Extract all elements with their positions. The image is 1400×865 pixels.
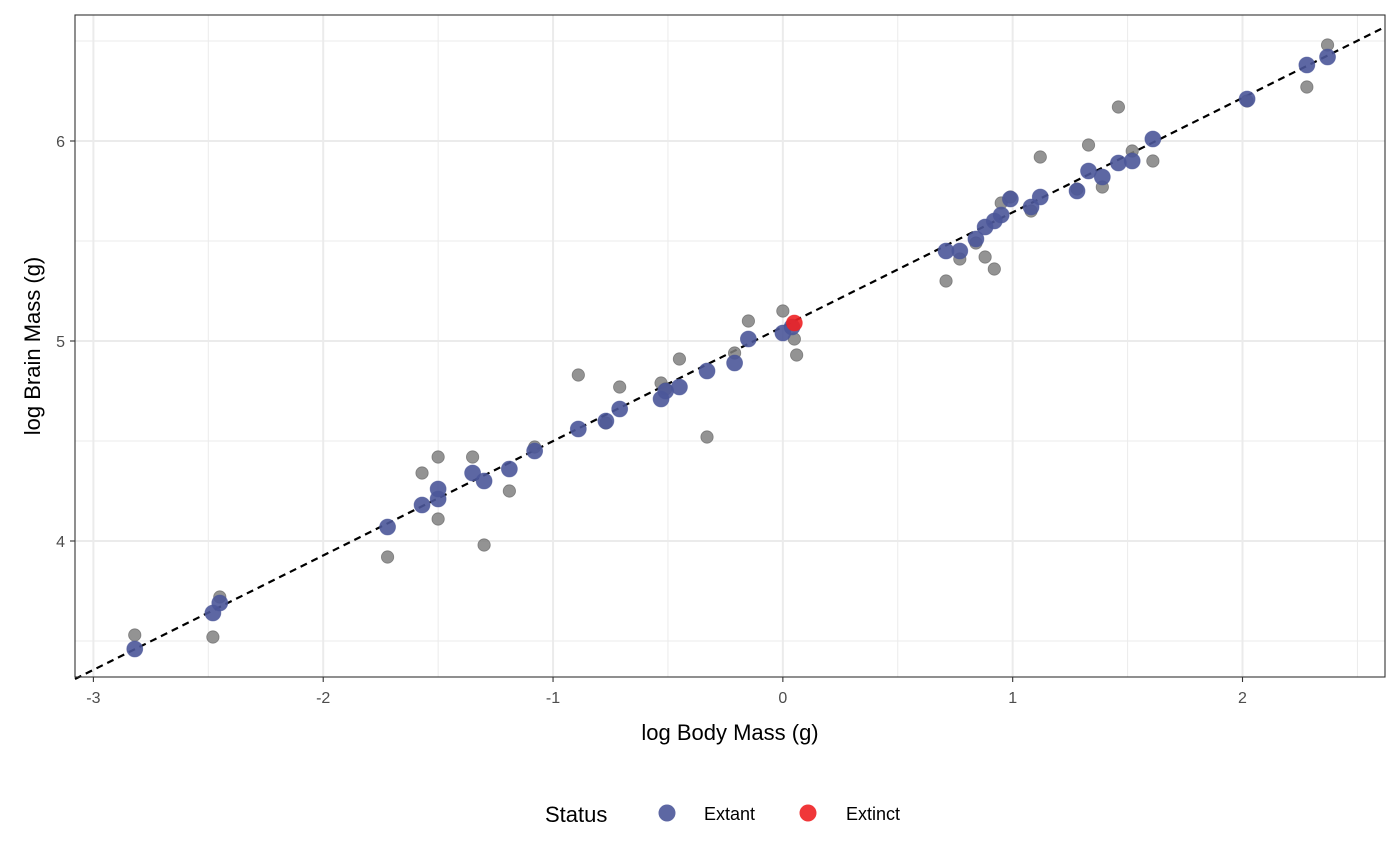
- extant-point: [1001, 190, 1019, 208]
- x-tick-label: 2: [1238, 690, 1247, 707]
- y-tick-label: 4: [56, 534, 65, 551]
- observed-point: [415, 466, 429, 480]
- points-group: [126, 38, 1336, 658]
- observed-point: [1146, 154, 1160, 168]
- extant-point: [126, 640, 144, 658]
- extant-point: [500, 460, 518, 478]
- legend-key-extant: [658, 804, 676, 822]
- observed-point: [1111, 100, 1126, 114]
- observed-point: [128, 628, 142, 642]
- extant-point: [967, 230, 985, 248]
- extant-point: [597, 412, 615, 430]
- observed-point: [206, 630, 220, 644]
- extant-point: [739, 330, 757, 348]
- observed-point: [672, 352, 687, 366]
- extant-point: [611, 400, 629, 418]
- extant-point: [1031, 188, 1049, 206]
- legend-label-extinct: Extinct: [846, 804, 900, 824]
- extinct-point: [785, 314, 803, 332]
- observed-point: [741, 314, 755, 328]
- observed-point: [477, 538, 491, 552]
- observed-point: [1081, 138, 1096, 152]
- observed-point: [790, 348, 804, 362]
- observed-point: [776, 304, 790, 318]
- extant-point: [1093, 168, 1111, 186]
- observed-point: [1033, 150, 1047, 164]
- extant-point: [211, 594, 229, 612]
- panel-border: [74, 14, 1386, 678]
- gridlines: [75, 15, 1385, 677]
- y-tick-label: 6: [56, 134, 65, 151]
- extant-point: [569, 420, 587, 438]
- observed-point: [987, 262, 1001, 276]
- x-tick-label: -3: [86, 690, 100, 707]
- x-tick-label: -1: [546, 690, 560, 707]
- extant-point: [1110, 154, 1127, 172]
- observed-point: [978, 250, 992, 264]
- legend-title: Status: [545, 802, 607, 827]
- observed-point: [700, 430, 714, 444]
- observed-point: [613, 380, 627, 394]
- observed-point: [1300, 80, 1314, 94]
- extant-point: [1238, 90, 1256, 108]
- observed-point: [939, 274, 953, 288]
- extant-point: [413, 496, 431, 514]
- extant-point: [1123, 152, 1141, 170]
- y-axis-title: log Brain Mass (g): [20, 257, 45, 436]
- extant-point: [526, 442, 544, 460]
- y-tick-label: 5: [56, 334, 65, 351]
- extant-point: [698, 362, 716, 380]
- extant-point: [1319, 48, 1336, 66]
- extant-point: [464, 464, 481, 482]
- extant-point: [671, 378, 688, 396]
- extant-point: [1068, 182, 1086, 200]
- legend-key-extinct: [799, 804, 817, 822]
- extant-point: [379, 518, 396, 536]
- extant-point: [726, 354, 743, 372]
- extant-point: [475, 472, 493, 490]
- axis-ticks: -3 -2 -1 0 1 2 4 5 6: [56, 134, 1247, 707]
- reference-line-group: [74, 26, 1386, 680]
- legend: Status Extant Extinct: [545, 802, 900, 827]
- extant-point: [429, 480, 447, 498]
- observed-point: [431, 450, 445, 464]
- x-tick-label: 1: [1008, 690, 1017, 707]
- extant-point: [992, 206, 1010, 224]
- legend-label-extant: Extant: [704, 804, 755, 824]
- extant-point: [951, 242, 969, 260]
- observed-point: [380, 550, 395, 564]
- observed-point: [502, 484, 516, 498]
- observed-point: [571, 368, 585, 382]
- x-axis-title: log Body Mass (g): [641, 720, 818, 745]
- observed-point: [465, 450, 480, 464]
- extant-point: [1298, 56, 1316, 74]
- reference-line: [74, 26, 1386, 680]
- x-tick-label: 0: [778, 690, 787, 707]
- observed-point: [431, 512, 445, 526]
- x-tick-label: -2: [316, 690, 330, 707]
- extant-point: [1144, 130, 1162, 148]
